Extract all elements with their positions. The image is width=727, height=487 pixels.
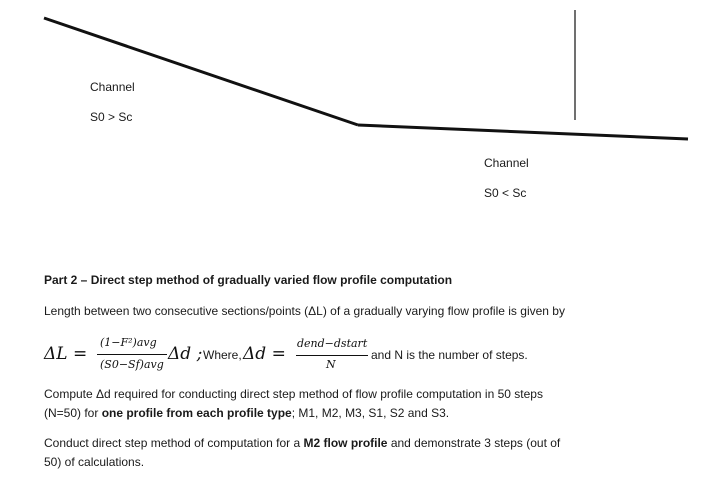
eq-lhs: ΔL = — [44, 344, 88, 364]
task1-line2-bold: one profile from each profile type — [101, 406, 292, 420]
task2-line2: 50) of calculations. — [44, 455, 145, 469]
intro-text: Length between two consecutive sections/… — [44, 304, 565, 318]
eq-tail: and N is the number of steps. — [371, 348, 528, 362]
eq-frac1-denominator: (S0−Sf)avg — [100, 358, 164, 371]
mild-channel-bed — [357, 123, 689, 141]
steep-channel-bed — [43, 16, 359, 127]
channel-diagram — [43, 10, 689, 141]
task2-line1: Conduct direct step method of computatio… — [44, 434, 560, 453]
eq-frac2-numerator: dend−dstart — [297, 337, 368, 350]
task2-line1-start: Conduct direct step method of computatio… — [44, 436, 304, 450]
task1-line2: (N=50) for one profile from each profile… — [44, 404, 449, 423]
task2-line1-end: and demonstrate 3 steps (out of — [387, 436, 561, 450]
steep-channel-condition: S0 > Sc — [90, 110, 133, 124]
eq-frac2-bar — [296, 355, 368, 356]
steep-channel-title: Channel — [90, 80, 135, 94]
task1-line1: Compute Δd required for conducting direc… — [44, 387, 543, 401]
mild-channel-title: Channel — [484, 156, 529, 170]
eq-delta-d-equals: Δd = — [243, 344, 286, 364]
task1-line2-start: (N=50) for — [44, 406, 102, 420]
mild-channel-condition: S0 < Sc — [484, 186, 527, 200]
eq-where: Where, — [203, 348, 242, 362]
eq-frac2-denominator: N — [326, 358, 336, 371]
eq-frac1-numerator: (1−F²)avg — [100, 336, 157, 349]
task1-line2-end: ; M1, M2, M3, S1, S2 and S3. — [291, 406, 450, 420]
eq-frac1-bar — [97, 354, 167, 355]
section-heading: Part 2 – Direct step method of gradually… — [44, 273, 453, 287]
eq-delta-d: Δd ; — [168, 344, 203, 364]
task2-line1-bold: M2 flow profile — [303, 436, 388, 450]
